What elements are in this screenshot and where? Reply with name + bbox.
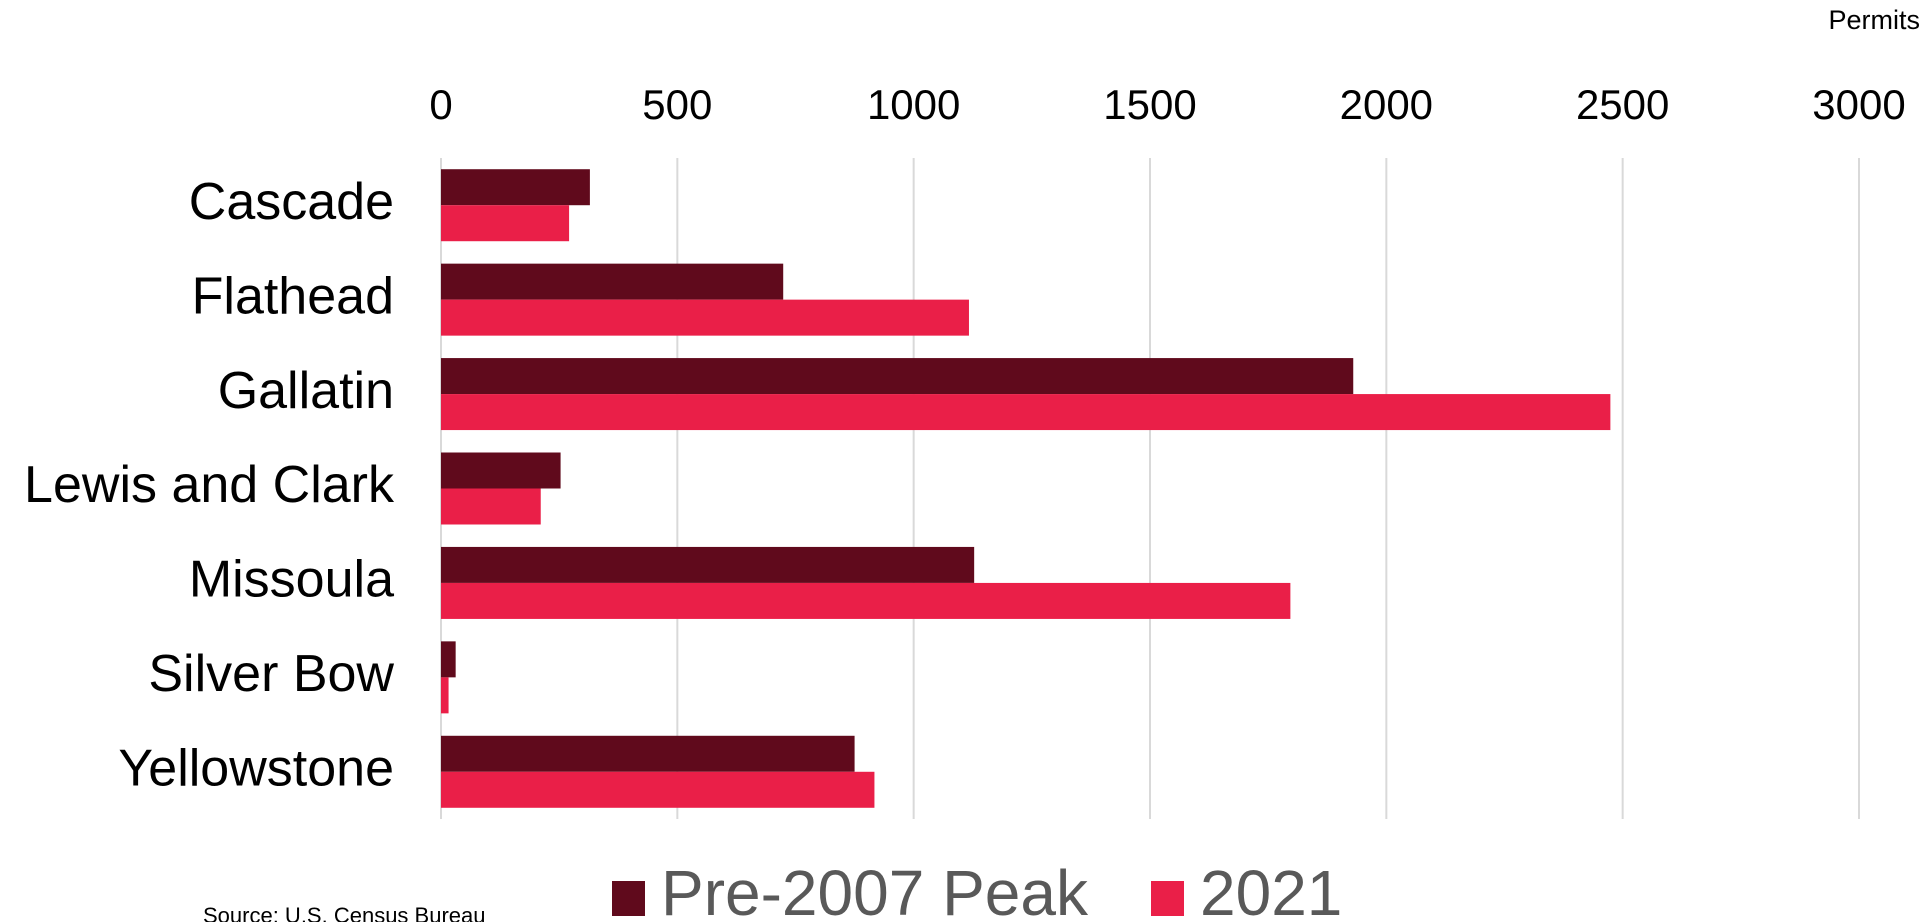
bar <box>441 641 456 678</box>
bar <box>441 205 570 242</box>
bar <box>441 394 1611 431</box>
x-tick-label: 1500 <box>1103 81 1196 128</box>
x-tick-label: 2000 <box>1340 81 1433 128</box>
bar <box>441 546 975 583</box>
bar <box>441 169 590 206</box>
x-tick-label: 500 <box>642 81 712 128</box>
x-tick-label: 0 <box>429 81 452 128</box>
y-tick-label: Gallatin <box>218 362 394 420</box>
bar <box>441 299 969 336</box>
x-tick-label: 2500 <box>1576 81 1669 128</box>
source-note: Source: U.S. Census Bureau <box>203 903 485 922</box>
bar <box>441 488 541 525</box>
y-tick-label: Yellowstone <box>118 740 394 798</box>
bar <box>441 358 1354 395</box>
y-tick-label: Lewis and Clark <box>24 456 395 514</box>
bar <box>441 263 784 300</box>
bar <box>441 452 561 489</box>
axis-label: Permits <box>1828 5 1920 35</box>
legend-swatch <box>1151 881 1184 916</box>
legend-label: 2021 <box>1200 857 1342 922</box>
legend-label: Pre-2007 Peak <box>661 857 1089 922</box>
y-tick-label: Missoula <box>189 551 394 609</box>
bar <box>441 771 875 808</box>
bar <box>441 677 449 714</box>
bar <box>441 582 1291 619</box>
y-tick-label: Cascade <box>189 173 394 231</box>
y-tick-label: Silver Bow <box>148 645 394 703</box>
x-tick-label: 1000 <box>867 81 960 128</box>
bar <box>441 735 855 772</box>
legend-swatch <box>612 881 645 916</box>
x-tick-label: 3000 <box>1812 81 1905 128</box>
y-tick-label: Flathead <box>192 267 394 325</box>
